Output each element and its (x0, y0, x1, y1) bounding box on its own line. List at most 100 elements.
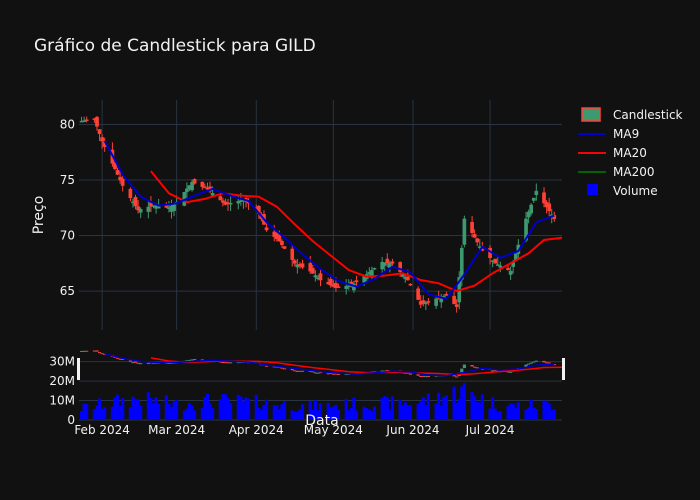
volume-bar (318, 403, 323, 420)
candle-body (495, 264, 500, 266)
mini-candle (85, 350, 89, 352)
mini-candle (115, 357, 120, 359)
volume-bar (388, 409, 392, 420)
volume-bar (514, 408, 518, 420)
volume-bar (390, 396, 395, 420)
candle-body (334, 282, 338, 289)
volume-bar (226, 398, 230, 420)
mini-candle (462, 364, 466, 369)
candle-body (328, 279, 333, 286)
volume-bar (491, 397, 495, 420)
price-tick-label: 75 (60, 173, 75, 187)
mini-candle (185, 360, 189, 362)
candle-body (454, 304, 459, 307)
mini-candle (97, 352, 102, 354)
volume-bar (164, 395, 168, 420)
legend-item-volume[interactable]: Volume (587, 184, 658, 198)
candle-body (280, 241, 284, 246)
volume-bar (211, 408, 215, 420)
volume-bar (516, 402, 520, 420)
volume-bar (552, 409, 556, 420)
volume-bar (534, 408, 538, 420)
mini-candle (416, 374, 420, 376)
volume-bar (311, 409, 315, 420)
volume-bar (352, 397, 356, 420)
volume-bar (136, 399, 140, 420)
mini-candle (95, 350, 99, 352)
ma9-line-mini (104, 352, 555, 377)
mini-candle (187, 359, 192, 361)
legend: Candlestick MA9 MA20 MA200 Volume (578, 107, 683, 198)
mini-candle (473, 366, 477, 368)
volume-bar (439, 405, 443, 420)
candle-body (277, 234, 282, 242)
volume-bar (372, 406, 377, 420)
volume-bar (444, 395, 448, 420)
date-tick-label: Mar 2024 (148, 423, 205, 437)
volume-bar (349, 408, 353, 420)
mini-candle (223, 362, 228, 364)
candle-body (372, 268, 377, 270)
candle-body (385, 258, 390, 264)
volume-bar (277, 408, 281, 420)
volume-bar (172, 401, 176, 420)
candle-body (444, 293, 449, 296)
volume-bar (475, 401, 479, 420)
mini-candle (298, 370, 302, 372)
candlestick-swatch-icon (581, 107, 601, 122)
volume-bar (95, 405, 99, 420)
mini-candle (455, 376, 459, 378)
ma9-line (103, 140, 555, 301)
mini-candle (470, 365, 474, 367)
legend-item-candlestick[interactable]: Candlestick (581, 107, 683, 122)
volume-bar (498, 411, 502, 420)
volume-bar (424, 404, 428, 420)
legend-label-ma200: MA200 (613, 165, 654, 179)
chart-title: Gráfico de Candlestick para GILD (34, 36, 316, 56)
volume-bar (92, 409, 96, 420)
volume-bar (419, 401, 423, 420)
candle-body (400, 274, 405, 277)
y-axis-label: Preço (31, 196, 47, 235)
range-slider-right-handle[interactable] (562, 358, 565, 380)
volume-bar (157, 404, 161, 420)
volume-bar (398, 399, 402, 420)
legend-item-ma9[interactable]: MA9 (578, 127, 639, 141)
volume-bar (493, 408, 497, 420)
mini-candle (121, 358, 125, 360)
volume-bar (550, 409, 554, 420)
volume-bar (146, 391, 150, 420)
volume-bar (329, 407, 333, 420)
volume-bar (290, 410, 294, 420)
volume-bar (221, 394, 225, 420)
mini-candle (264, 365, 269, 367)
candle-body (547, 203, 551, 212)
volume-tick-label: 10M (49, 394, 75, 408)
legend-item-ma20[interactable]: MA20 (578, 146, 647, 160)
range-slider-left-handle[interactable] (77, 358, 80, 380)
candle-body (416, 288, 420, 300)
mini-candle (226, 362, 230, 364)
volume-bar (547, 403, 551, 420)
volume-bar (200, 408, 204, 420)
legend-item-ma200[interactable]: MA200 (578, 165, 654, 179)
date-tick-label: Jun 2024 (385, 423, 439, 437)
candle-body (236, 201, 241, 204)
candle-body (346, 285, 351, 288)
volume-bar (223, 394, 228, 420)
legend-label-ma20: MA20 (613, 146, 647, 160)
mini-candle (169, 362, 174, 364)
x-axis-label: Data (305, 413, 338, 429)
mini-candle (344, 373, 348, 375)
volume-bar (344, 398, 348, 420)
candle-body (508, 270, 513, 275)
volume-bar (527, 407, 531, 420)
mini-candle (331, 373, 335, 375)
candle-body (282, 246, 287, 249)
mini-candle (426, 376, 430, 378)
volume-bar (236, 394, 240, 420)
candle-body (100, 137, 104, 142)
candle-body (300, 263, 305, 268)
